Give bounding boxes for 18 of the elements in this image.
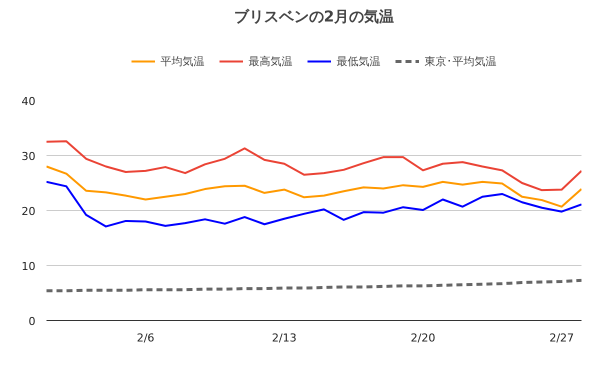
y-tick-label: 40: [22, 95, 36, 108]
x-tick-label: 2/13: [272, 332, 297, 344]
y-tick-label: 30: [22, 150, 36, 163]
y-tick-label: 10: [22, 260, 36, 273]
legend-label: 平均気温: [160, 54, 204, 68]
line-series: [46, 166, 582, 208]
y-tick-label: 20: [22, 205, 36, 218]
line-series: [46, 140, 582, 192]
chart-title: ブリスベンの2月の気温: [234, 8, 394, 26]
legend-label: 最高気温: [248, 54, 292, 68]
legend-label: 東京･平均気温: [424, 54, 496, 68]
y-tick-label: 0: [28, 315, 36, 328]
x-tick-label: 2/20: [410, 332, 436, 344]
x-tick-label: 2/27: [549, 332, 574, 344]
line-series: [46, 278, 582, 292]
legend-label: 最低気温: [336, 54, 380, 68]
line-series: [46, 180, 582, 228]
x-tick-label: 2/6: [136, 332, 154, 344]
